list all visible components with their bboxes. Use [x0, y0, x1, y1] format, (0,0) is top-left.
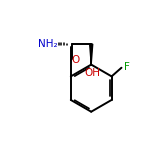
- Text: NH₂: NH₂: [38, 39, 58, 49]
- Polygon shape: [90, 44, 93, 64]
- Text: F: F: [124, 62, 130, 71]
- Text: O: O: [72, 55, 80, 65]
- Text: OH: OH: [84, 68, 100, 78]
